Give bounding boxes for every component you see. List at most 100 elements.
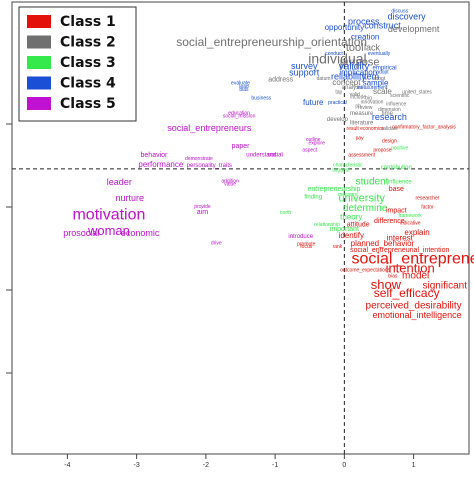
word-label: process <box>348 17 380 27</box>
word-label: bias <box>239 87 249 93</box>
word-label: ph <box>355 104 361 110</box>
word-label: outline <box>306 137 321 143</box>
word-label: economics <box>360 126 384 132</box>
word-label: finding <box>304 194 322 200</box>
word-label: aim <box>197 209 208 216</box>
word-label: show <box>371 277 402 292</box>
word-label: research <box>372 112 407 122</box>
word-label: identify <box>339 231 364 240</box>
reference-lines <box>12 2 469 454</box>
x-tick-label: -3 <box>134 462 140 469</box>
word-label: develop <box>327 117 349 123</box>
legend-label: Class 3 <box>60 55 116 71</box>
word-label: social_entrepreneurial_intention <box>350 247 449 254</box>
legend-swatch <box>27 76 51 90</box>
x-tick-label: -1 <box>272 462 278 469</box>
word-label: behavior <box>141 152 169 159</box>
word-label: aspect <box>302 147 317 153</box>
word-label: business <box>251 95 271 101</box>
word-label: relationship <box>314 222 340 228</box>
word-label: tool <box>346 42 364 54</box>
word-label: survey <box>291 61 318 71</box>
plot-border <box>11 1 470 455</box>
word-label: social <box>267 153 282 159</box>
word-label: big <box>365 95 372 101</box>
word-label: paper <box>232 143 251 150</box>
word-label: lack <box>364 42 381 52</box>
word-label: personality_traits <box>187 163 232 169</box>
legend-label: Class 2 <box>60 35 116 51</box>
word-label: creation <box>351 33 379 42</box>
y-axis-ticks <box>6 123 12 374</box>
word-label: measurement <box>357 85 388 91</box>
word-label: student <box>356 177 389 188</box>
word-label: eventually <box>368 51 391 57</box>
word-label: innovation <box>361 99 384 105</box>
x-tick-label: -2 <box>203 462 209 469</box>
word-label: leader <box>107 177 132 187</box>
word-label: performance <box>138 160 183 169</box>
word-label: empirical <box>373 66 397 72</box>
word-label: base <box>389 186 404 193</box>
word-label: north <box>280 210 292 216</box>
word-label: dimension <box>378 107 401 113</box>
word-label: rank <box>333 244 343 250</box>
word-label: nurture <box>115 193 144 203</box>
word-label: scientific <box>390 93 410 99</box>
word-label: education <box>228 111 250 117</box>
word-label: prosocial <box>63 228 99 238</box>
word-label: result <box>347 126 360 132</box>
word-label: impact <box>386 207 407 214</box>
word-label: planned_behavior <box>351 239 415 248</box>
word-label: discovery <box>388 12 427 22</box>
word-label: self_efficacy <box>374 286 440 300</box>
word-label: addition <box>221 179 239 185</box>
legend: Class 1 Class 2 Class 3 Class 4 Class 5 <box>18 6 137 122</box>
word-label: understand <box>246 153 276 159</box>
word-label: purpose <box>340 56 380 68</box>
word-label: tap <box>335 90 342 96</box>
word-label: entrepreneurship <box>308 186 361 193</box>
word-label: perceived_desirability <box>366 301 462 312</box>
word-label: woman <box>87 223 130 238</box>
word-label: economic <box>121 228 160 238</box>
word-label: introduce <box>288 234 313 240</box>
word-label: include <box>350 95 366 101</box>
word-label: focus <box>300 244 312 250</box>
word-label: bias <box>388 273 398 279</box>
word-label: social_mission <box>223 113 256 119</box>
word-label: practical <box>328 100 347 106</box>
word-label: time <box>382 111 394 117</box>
word-label: theory <box>340 213 362 222</box>
word-label: social_entrepreneurs <box>167 123 252 133</box>
word-label: value <box>224 182 236 188</box>
word-label: analysis <box>342 85 364 91</box>
word-label: scale <box>373 87 392 96</box>
word-label: explain <box>404 228 429 237</box>
x-axis-ticks: -4 -3 -2 -1 0 1 <box>64 454 416 469</box>
word-label: factor <box>421 204 434 210</box>
word-label: social_entrepreneurship_orientation <box>176 35 367 49</box>
legend-swatch <box>27 56 51 69</box>
word-label: review <box>358 105 373 111</box>
word-label: provide <box>194 204 211 210</box>
word-label: drive <box>211 241 222 247</box>
word-label: motivation <box>72 207 145 224</box>
word-label: significant <box>423 280 468 291</box>
word-label: influence <box>388 180 413 186</box>
legend-label: Class 4 <box>60 76 116 92</box>
word-label: reliability <box>331 71 367 81</box>
word-label: valid <box>350 92 361 98</box>
word-label: validate <box>381 126 398 132</box>
legend-swatch <box>27 97 51 110</box>
legend-swatch <box>27 35 51 49</box>
word-label: evaluate <box>231 81 250 87</box>
word-label: concept <box>332 78 361 87</box>
word-label: conduct <box>325 51 343 57</box>
word-label: interest <box>387 234 414 243</box>
word-label: difference <box>374 218 405 225</box>
word-label: individual <box>308 50 366 66</box>
word-label: important <box>330 226 359 233</box>
